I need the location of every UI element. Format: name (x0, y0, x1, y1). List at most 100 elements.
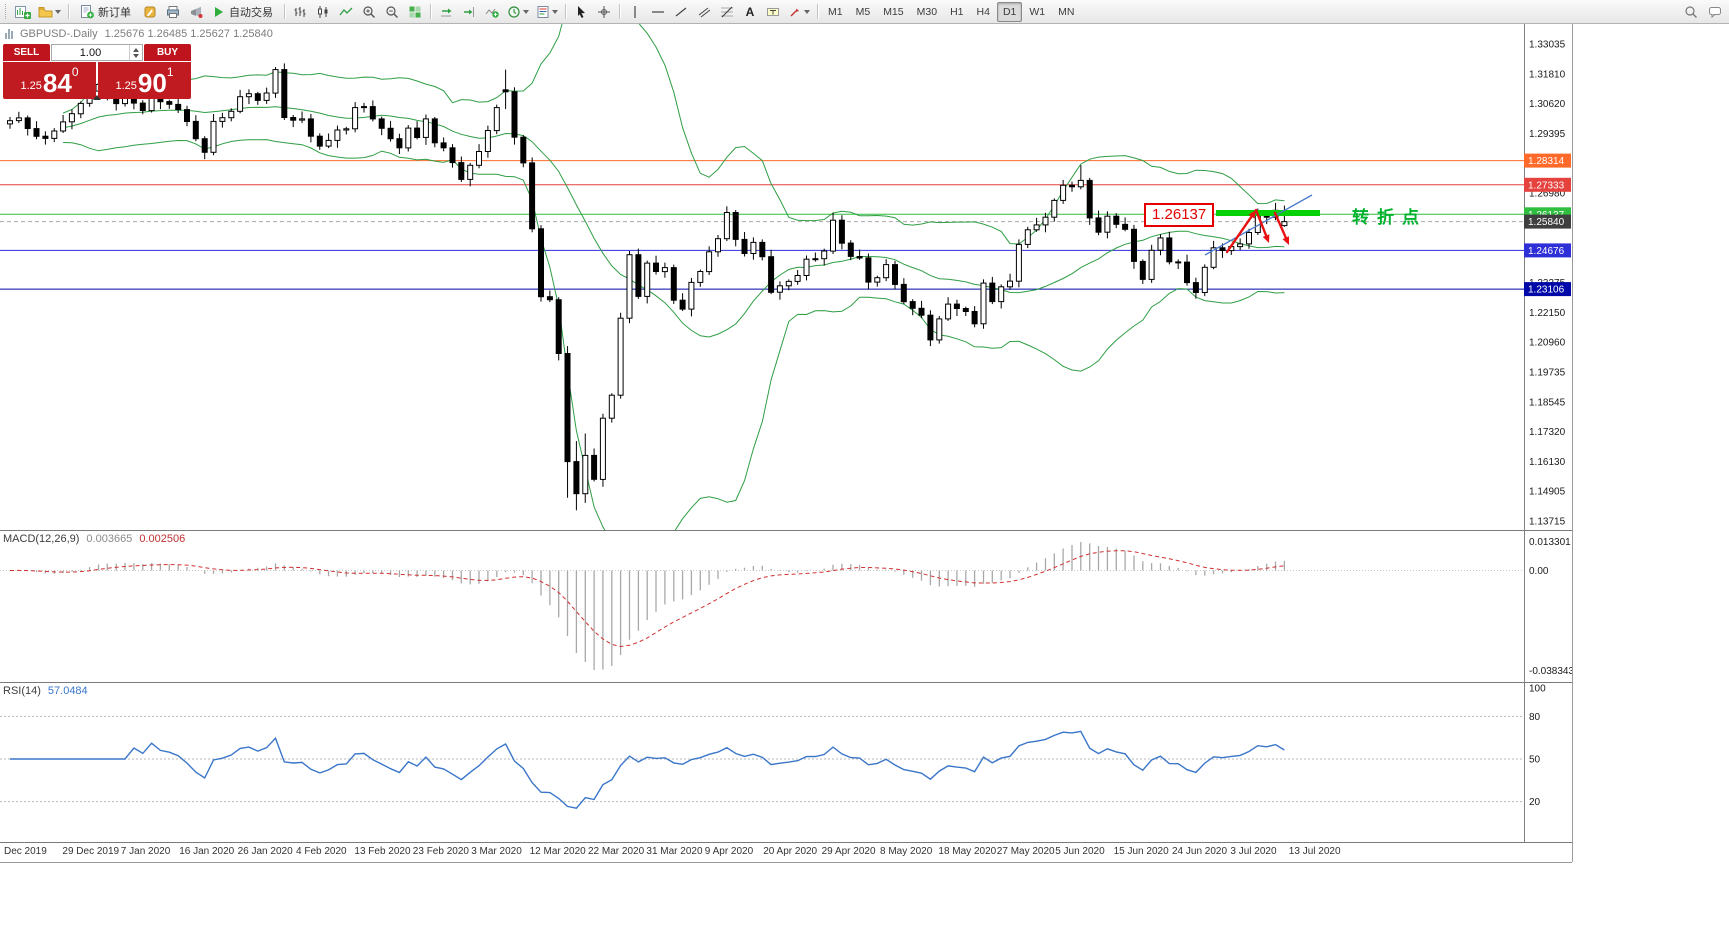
new-order-button[interactable]: 新订单 (73, 2, 138, 22)
ohlc-values: 1.25676 1.26485 1.25627 1.25840 (104, 28, 273, 40)
price-level-tags: 1.283141.273331.261371.258401.246761.231… (1524, 153, 1571, 297)
chart-window: 1.330351.318101.306201.293951.282051.269… (0, 24, 1572, 862)
chevron-down-icon (552, 9, 558, 14)
increment-icon[interactable] (133, 47, 139, 52)
svg-text:1.22150: 1.22150 (1529, 308, 1566, 319)
svg-text:1.30620: 1.30620 (1529, 99, 1566, 110)
volume-value[interactable]: 1.00 (79, 46, 102, 59)
svg-text:1.31810: 1.31810 (1529, 69, 1566, 80)
timeframe-h1-button[interactable]: H1 (950, 5, 964, 18)
svg-text:1.29395: 1.29395 (1529, 129, 1566, 140)
svg-text:80: 80 (1529, 712, 1541, 723)
auto-scroll-icon[interactable] (435, 2, 457, 22)
search-icon[interactable] (1680, 2, 1702, 22)
price-level-text-box[interactable]: 1.26137 (1144, 203, 1215, 227)
date-axis-label: 13 Feb 2020 (354, 846, 411, 857)
zoom-in-icon[interactable] (358, 2, 380, 22)
rsi-line (10, 730, 1285, 809)
line-chart-icon[interactable] (335, 2, 357, 22)
crosshair-icon[interactable] (593, 2, 615, 22)
date-axis-label: Dec 2019 (4, 846, 47, 857)
periods-icon[interactable] (504, 2, 532, 22)
macd-label: MACD(12,26,9) 0.003665 0.002506 (3, 533, 186, 545)
date-axis-label: 29 Dec 2019 (62, 846, 120, 857)
timeframe-toolbar: M1 M5 M15 M30 H1 H4 D1 W1 MN (822, 1, 1080, 22)
sell-price-big: 84 (42, 68, 72, 98)
text-tool-icon[interactable]: A (745, 4, 755, 19)
zoom-out-icon[interactable] (381, 2, 403, 22)
date-axis[interactable]: Dec 2019 29 Dec 2019 7 Jan 2020 16 Jan 2020… (0, 842, 1572, 862)
svg-text:1.33035: 1.33035 (1529, 40, 1566, 51)
chart-icon (5, 29, 13, 39)
chat-icon[interactable] (1704, 2, 1726, 22)
chevron-down-icon (523, 9, 529, 14)
date-axis-label: 13 Jul 2020 (1288, 846, 1341, 857)
svg-text:1.17320: 1.17320 (1529, 427, 1566, 438)
timeframe-m30-button[interactable]: M30 (916, 5, 938, 18)
timeframe-m1-button[interactable]: M1 (828, 5, 843, 18)
bar-chart-icon[interactable] (289, 2, 311, 22)
rsi-value: 57.0484 (47, 685, 88, 697)
timeframe-m5-button[interactable]: M5 (855, 5, 871, 18)
price-chart-panel: 1.330351.318101.306201.293951.282051.269… (0, 24, 1572, 530)
svg-text:1.16130: 1.16130 (1529, 457, 1566, 468)
chart-shift-icon[interactable] (458, 2, 480, 22)
profiles-icon[interactable] (35, 2, 64, 22)
print-icon[interactable] (162, 2, 184, 22)
toolbar-separator (565, 4, 566, 19)
buy-price-button[interactable]: 1.25 90 1 (98, 62, 191, 99)
volume-stepper[interactable] (129, 45, 142, 60)
macd-signal-value: 0.002506 (139, 533, 186, 545)
timeframe-h4-button[interactable]: H4 (976, 5, 990, 18)
date-axis-label: 4 Feb 2020 (296, 846, 347, 857)
sell-price-button[interactable]: 1.25 84 0 (3, 62, 96, 99)
channel-tool-icon[interactable] (693, 2, 715, 22)
main-toolbar: 新订单 自动交易 (0, 0, 1729, 24)
toolbar-separator (817, 4, 818, 19)
date-axis-label: 12 Mar 2020 (529, 846, 586, 857)
fibonacci-tool-icon[interactable] (716, 2, 738, 22)
templates-icon[interactable] (533, 2, 561, 22)
tile-windows-icon[interactable] (404, 2, 426, 22)
sell-button[interactable]: SELL (3, 44, 50, 61)
svg-text:1.23106: 1.23106 (1528, 285, 1565, 296)
svg-text:100: 100 (1529, 684, 1546, 695)
volume-field[interactable]: 1.00 (51, 44, 143, 61)
timeframe-m15-button[interactable]: M15 (883, 5, 904, 18)
svg-text:1.14905: 1.14905 (1529, 487, 1566, 498)
vertical-line-tool-icon[interactable] (624, 2, 646, 22)
cursor-icon[interactable] (570, 2, 592, 22)
svg-text:0.00: 0.00 (1529, 566, 1549, 577)
indicators-icon[interactable] (481, 2, 503, 22)
svg-text:20: 20 (1529, 797, 1541, 808)
buy-price-pipette: 1 (166, 65, 174, 79)
price-chart[interactable]: 1.330351.318101.306201.293951.282051.269… (0, 24, 1572, 530)
date-axis-label: 9 Apr 2020 (704, 846, 754, 857)
date-axis-label: 20 Apr 2020 (763, 846, 818, 857)
macd-chart[interactable]: 0.013301 0.00 -0.038343 (0, 530, 1572, 682)
text-label-tool-icon[interactable] (762, 2, 784, 22)
timeframe-d1-button[interactable]: D1 (996, 1, 1023, 22)
symbol-period-title: GBPUSD-.Daily (20, 28, 98, 40)
autotrading-button[interactable]: 自动交易 (208, 2, 280, 22)
megaphone-icon[interactable] (185, 2, 207, 22)
chevron-down-icon (55, 9, 61, 14)
date-axis-label: 27 May 2020 (996, 846, 1055, 857)
decrement-icon[interactable] (133, 53, 139, 58)
svg-text:1.28314: 1.28314 (1528, 156, 1565, 167)
svg-text:1.27333: 1.27333 (1528, 180, 1565, 191)
metaeditor-icon[interactable] (139, 2, 161, 22)
rsi-chart[interactable]: 100 80 50 20 (0, 682, 1572, 842)
arrows-tool-icon[interactable] (785, 2, 813, 22)
chart-title: GBPUSD-.Daily 1.25676 1.26485 1.25627 1.… (5, 28, 273, 40)
svg-text:1.25840: 1.25840 (1528, 217, 1565, 228)
horizontal-line-tool-icon[interactable] (647, 2, 669, 22)
candlestick-chart-icon[interactable] (312, 2, 334, 22)
buy-button[interactable]: BUY (144, 44, 191, 61)
spread-marker-icon (93, 95, 101, 100)
new-chart-icon[interactable] (12, 2, 34, 22)
turning-point-label[interactable]: 转折点 (1352, 208, 1427, 227)
trendline-tool-icon[interactable] (670, 2, 692, 22)
timeframe-w1-button[interactable]: W1 (1029, 5, 1046, 18)
timeframe-mn-button[interactable]: MN (1058, 5, 1075, 18)
